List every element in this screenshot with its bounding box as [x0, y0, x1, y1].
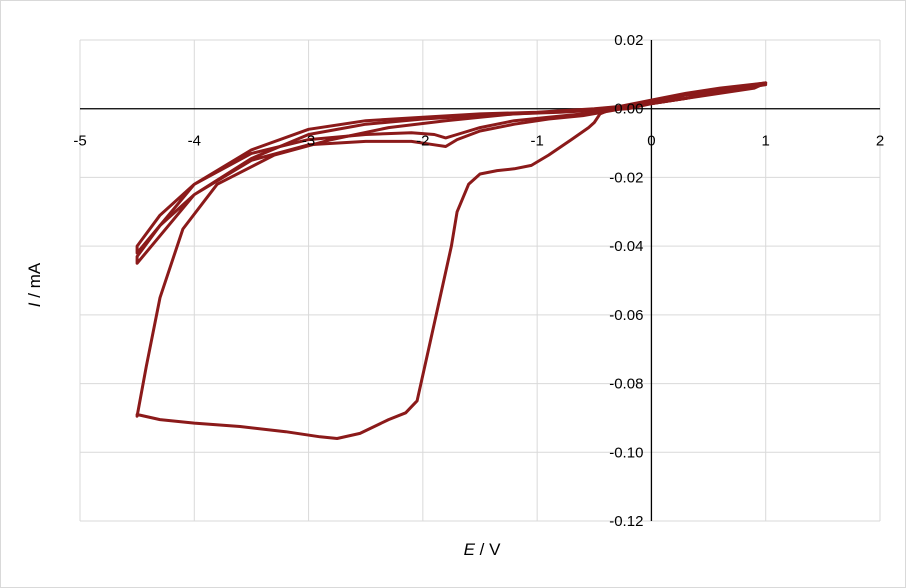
cv-cycle-3: [135, 81, 768, 265]
y-tick-label: -0.12: [609, 513, 643, 530]
x-tick-label: -5: [73, 133, 86, 150]
tick-labels: -5 -4 -3 -2 -1 0 1 2 0.02 0.00 -0.02 -0.04 -0.06 -0.0…: [73, 32, 884, 530]
y-axis-title: I / mA: [25, 262, 44, 307]
x-tick-label: 2: [876, 133, 884, 150]
x-tick-label: -1: [530, 133, 543, 150]
x-tick-label: -4: [188, 133, 201, 150]
y-tick-label: -0.10: [609, 444, 643, 461]
axes: [80, 40, 880, 521]
x-axis-title: E / V: [464, 540, 502, 559]
cv-cycle-2: [135, 83, 768, 255]
x-tick-label: 0: [647, 133, 655, 150]
y-tick-label: 0.00: [614, 101, 643, 118]
y-tick-label: -0.06: [609, 307, 643, 324]
y-tick-label: -0.08: [609, 376, 643, 393]
x-tick-label: -3: [302, 133, 315, 150]
x-tick-label: -2: [416, 133, 429, 150]
y-tick-label: -0.02: [609, 169, 643, 186]
data-series: [135, 81, 768, 440]
x-tick-label: 1: [762, 133, 770, 150]
y-tick-label: -0.04: [609, 238, 643, 255]
gridlines: [79, 39, 881, 522]
y-tick-label: 0.02: [614, 32, 643, 49]
